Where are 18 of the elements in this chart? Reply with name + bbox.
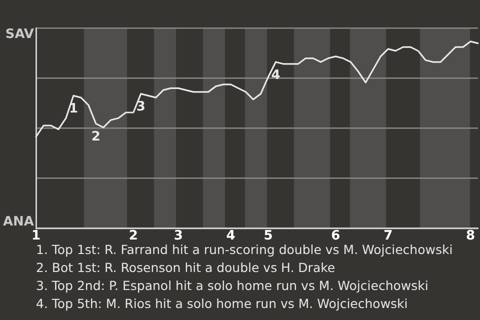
annotation: 2 <box>91 130 100 145</box>
x-tick-label: 4 <box>226 228 236 244</box>
text: 3. Top 2nd: P. Espanol hit a solo home run vs M. Wojciechowski <box>36 277 430 295</box>
annotation: 3 <box>136 100 146 115</box>
x-tick-label: 6 <box>331 228 340 244</box>
annotation: 4 <box>271 68 280 83</box>
x-tick-label: 2 <box>128 228 138 244</box>
x-tick-label: 1 <box>31 228 41 244</box>
text: SAV <box>5 26 34 42</box>
x-tick-label: 3 <box>174 228 183 244</box>
text: 4. Top 5th: M. Rios hit a solo home run vs M. Wojciechowski <box>36 295 409 313</box>
text: ANA <box>2 214 34 230</box>
text: 2. Bot 1st: R. Rosenson hit a double vs H. Drake <box>36 259 336 277</box>
x-tick-label: 5 <box>264 228 273 244</box>
x-tick-label: 8 <box>466 228 476 244</box>
annotation: 1 <box>68 102 78 117</box>
x-tick-label: 7 <box>384 228 393 244</box>
text: 1. Top 1st: R. Farrand hit a run-scoring double vs M. Wojciechowski <box>36 241 453 259</box>
